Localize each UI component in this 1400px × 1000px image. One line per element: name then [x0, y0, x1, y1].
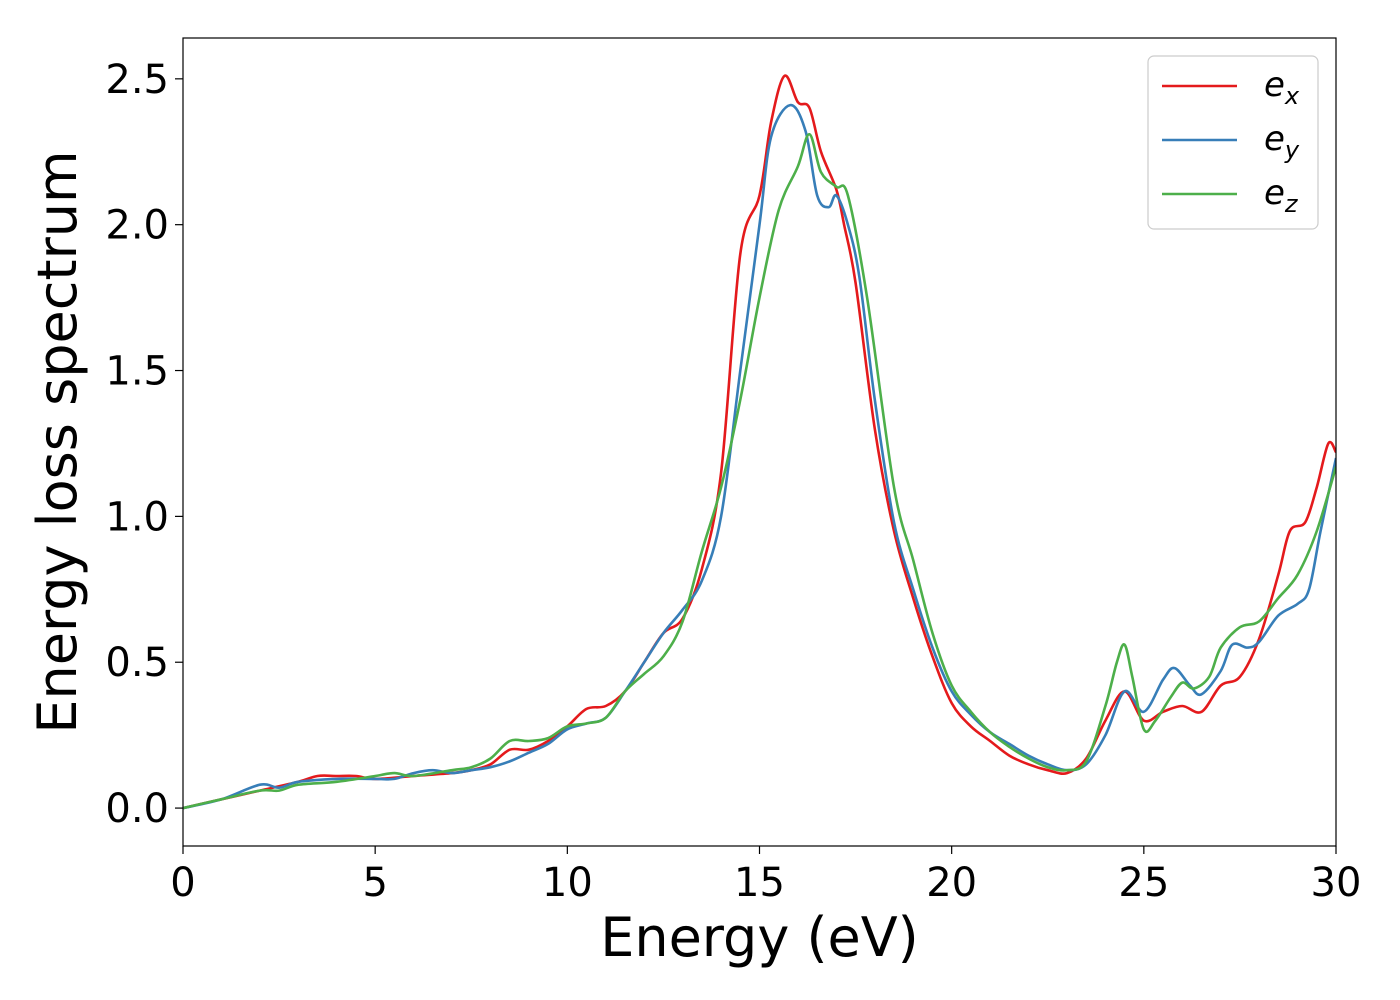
y-tick-label: 2.0 [105, 203, 169, 249]
x-tick-label: 15 [734, 860, 785, 906]
legend-label-z: ez [1264, 173, 1299, 218]
y-tick-label: 1.0 [105, 494, 169, 540]
legend-box [1147, 55, 1319, 230]
x-tick-label: 20 [926, 860, 977, 906]
legend-label-y: ey [1264, 119, 1300, 164]
y-tick-label: 0.0 [105, 786, 169, 832]
x-tick-label: 5 [362, 860, 387, 906]
series-line-y [183, 103, 1336, 810]
y-tick-label: 1.5 [105, 349, 169, 395]
x-tick-label: 30 [1311, 860, 1362, 906]
y-axis: 0.0 0.5 1.0 1.5 2.0 2.5 [105, 57, 183, 832]
x-tick-label: 25 [1118, 860, 1169, 906]
legend-label-x: ex [1264, 65, 1300, 110]
x-axis-title: Energy (eV) [600, 906, 919, 969]
y-axis-title: Energy loss spectrum [26, 150, 89, 733]
legend: ex ey ez [1147, 55, 1319, 230]
y-tick-label: 0.5 [105, 640, 169, 686]
x-axis: 0 5 10 15 20 25 30 [170, 846, 1361, 906]
series-line-z [183, 133, 1336, 810]
y-tick-label: 2.5 [105, 57, 169, 103]
x-tick-label: 0 [170, 860, 195, 906]
x-tick-label: 10 [542, 860, 593, 906]
series-layer [183, 74, 1336, 810]
